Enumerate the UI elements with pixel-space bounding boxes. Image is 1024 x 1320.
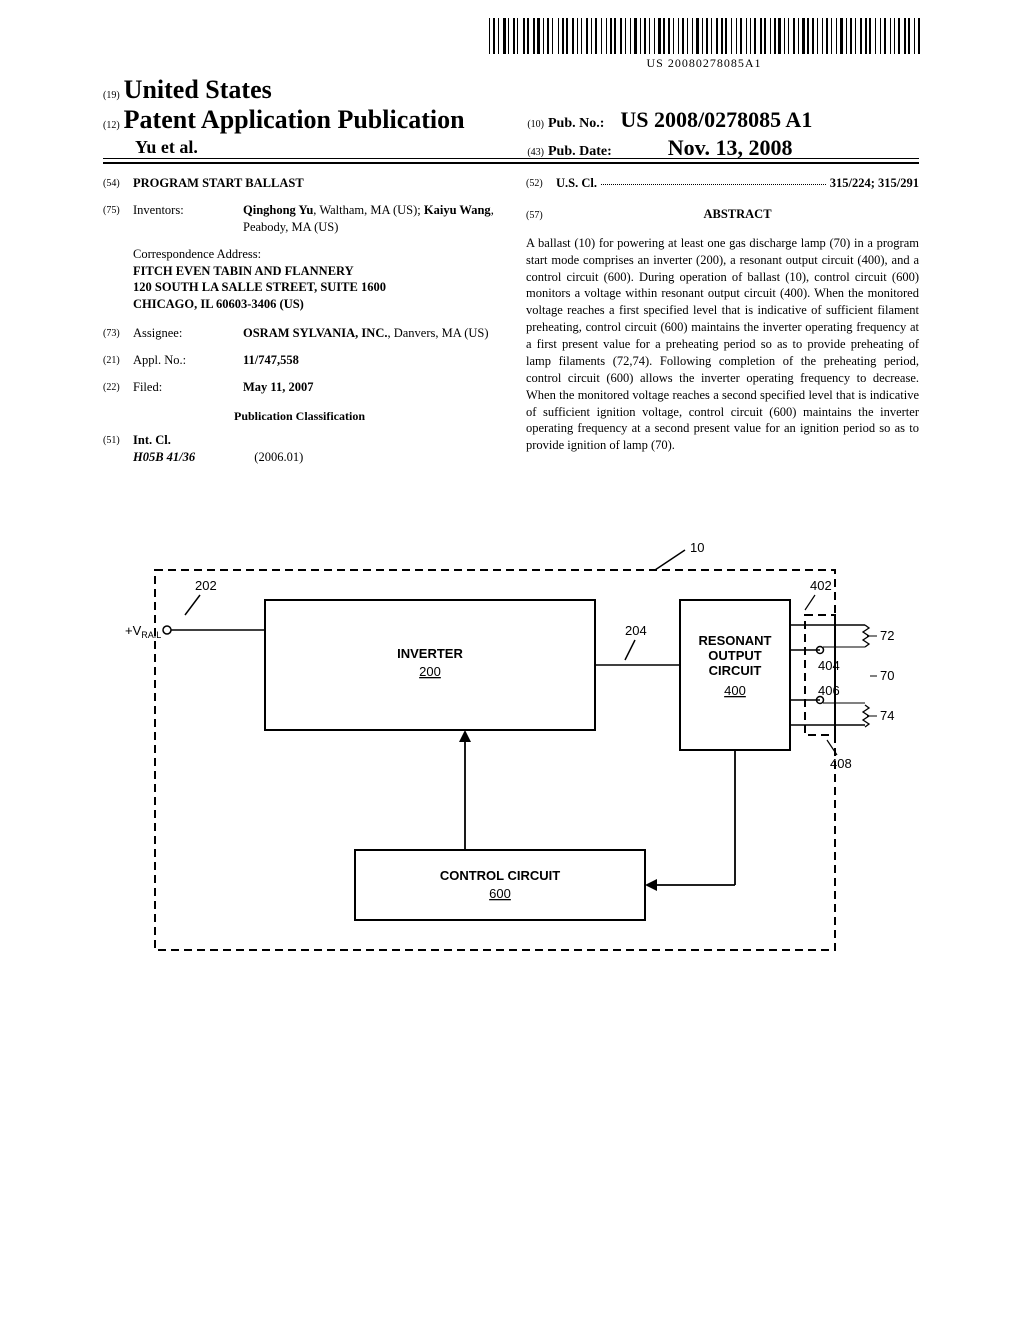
vrail-label: +VRAIL — [125, 623, 161, 640]
intcl-code: H05B 41/36 — [133, 450, 195, 464]
pub-class-heading: Publication Classification — [103, 408, 496, 424]
pub-date-value: Nov. 13, 2008 — [668, 135, 793, 160]
control-ref: 600 — [489, 886, 511, 901]
barcode — [489, 18, 919, 54]
inventors-num: (75) — [103, 202, 133, 236]
inventors-label: Inventors: — [133, 202, 243, 236]
corr-line1: FITCH EVEN TABIN AND FLANNERY — [133, 263, 496, 280]
uscl-value: 315/224; 315/291 — [830, 175, 919, 192]
invention-title: PROGRAM START BALLAST — [133, 175, 304, 192]
ref-406: 406 — [818, 683, 840, 698]
resonant-l3: CIRCUIT — [709, 663, 762, 678]
control-label: CONTROL CIRCUIT — [440, 868, 560, 883]
resonant-ref: 400 — [724, 683, 746, 698]
ref-74: 74 — [880, 708, 894, 723]
correspondence-block: Correspondence Address: FITCH EVEN TABIN… — [133, 246, 496, 314]
pub-type: Patent Application Publication — [124, 105, 465, 134]
intcl-label: Int. Cl. — [133, 432, 303, 449]
title-num: (54) — [103, 175, 133, 192]
resonant-l1: RESONANT — [699, 633, 772, 648]
inverter-ref: 200 — [419, 664, 441, 679]
header-rule-thin — [103, 158, 919, 159]
inventors-value: Qinghong Yu, Waltham, MA (US); Kaiyu Wan… — [243, 202, 496, 236]
pub-date-label: Pub. Date: — [548, 144, 612, 159]
header-rule-thick — [103, 162, 919, 164]
pub-type-num: (12) — [103, 120, 120, 131]
inverter-label: INVERTER — [397, 646, 463, 661]
pub-no-num: (10) — [527, 119, 544, 130]
pub-date-num: (43) — [527, 147, 544, 158]
filed-label: Filed: — [133, 379, 243, 396]
assignee-name: OSRAM SYLVANIA, INC. — [243, 326, 387, 340]
ref-204: 204 — [625, 623, 647, 638]
ref-72: 72 — [880, 628, 894, 643]
appl-value: 11/747,558 — [243, 352, 496, 369]
corr-line3: CHICAGO, IL 60603-3406 (US) — [133, 296, 496, 313]
abstract-heading: ABSTRACT — [556, 206, 919, 223]
abstract-text: A ballast (10) for powering at least one… — [526, 235, 919, 454]
assignee-rest: , Danvers, MA (US) — [387, 326, 488, 340]
country-num: (19) — [103, 90, 120, 101]
pub-no-value: US 2008/0278085 A1 — [620, 107, 812, 132]
assignee-num: (73) — [103, 325, 133, 342]
uscl-num: (52) — [526, 175, 556, 192]
appl-label: Appl. No.: — [133, 352, 243, 369]
inventor1-name: Qinghong Yu — [243, 203, 313, 217]
corr-line2: 120 SOUTH LA SALLE STREET, SUITE 1600 — [133, 279, 496, 296]
content-columns: (54) PROGRAM START BALLAST (75) Inventor… — [103, 175, 919, 476]
inventor1-rest: , Waltham, MA (US); — [313, 203, 420, 217]
abstract-num: (57) — [526, 207, 556, 223]
right-column: (52) U.S. Cl. 315/224; 315/291 (57) ABST… — [526, 175, 919, 476]
barcode-text: US 20080278085A1 — [489, 56, 919, 71]
ref-408: 408 — [830, 756, 852, 771]
ref-402: 402 — [810, 578, 832, 593]
block-diagram: 10 +VRAIL 202 INVERTER 200 204 RESONANT … — [125, 540, 895, 970]
appl-num: (21) — [103, 352, 133, 369]
intcl-num: (51) — [103, 432, 133, 466]
uscl-label: U.S. Cl. — [556, 175, 597, 192]
intcl-year: (2006.01) — [254, 450, 303, 464]
ref-404: 404 — [818, 658, 840, 673]
barcode-area: US 20080278085A1 — [489, 18, 919, 71]
filed-num: (22) — [103, 379, 133, 396]
inventor2-name: Kaiyu Wang — [424, 203, 491, 217]
authors: Yu et al. — [135, 137, 495, 158]
country: United States — [124, 75, 272, 104]
resonant-l2: OUTPUT — [708, 648, 762, 663]
filed-value: May 11, 2007 — [243, 379, 496, 396]
corr-heading: Correspondence Address: — [133, 246, 496, 263]
assignee-value: OSRAM SYLVANIA, INC., Danvers, MA (US) — [243, 325, 496, 342]
assignee-label: Assignee: — [133, 325, 243, 342]
ref-10: 10 — [690, 540, 704, 555]
document-header: (19) United States (12) Patent Applicati… — [103, 75, 919, 161]
left-column: (54) PROGRAM START BALLAST (75) Inventor… — [103, 175, 496, 476]
ref-202: 202 — [195, 578, 217, 593]
uscl-dots — [601, 175, 826, 185]
ref-70: 70 — [880, 668, 894, 683]
pub-no-label: Pub. No.: — [548, 116, 604, 131]
